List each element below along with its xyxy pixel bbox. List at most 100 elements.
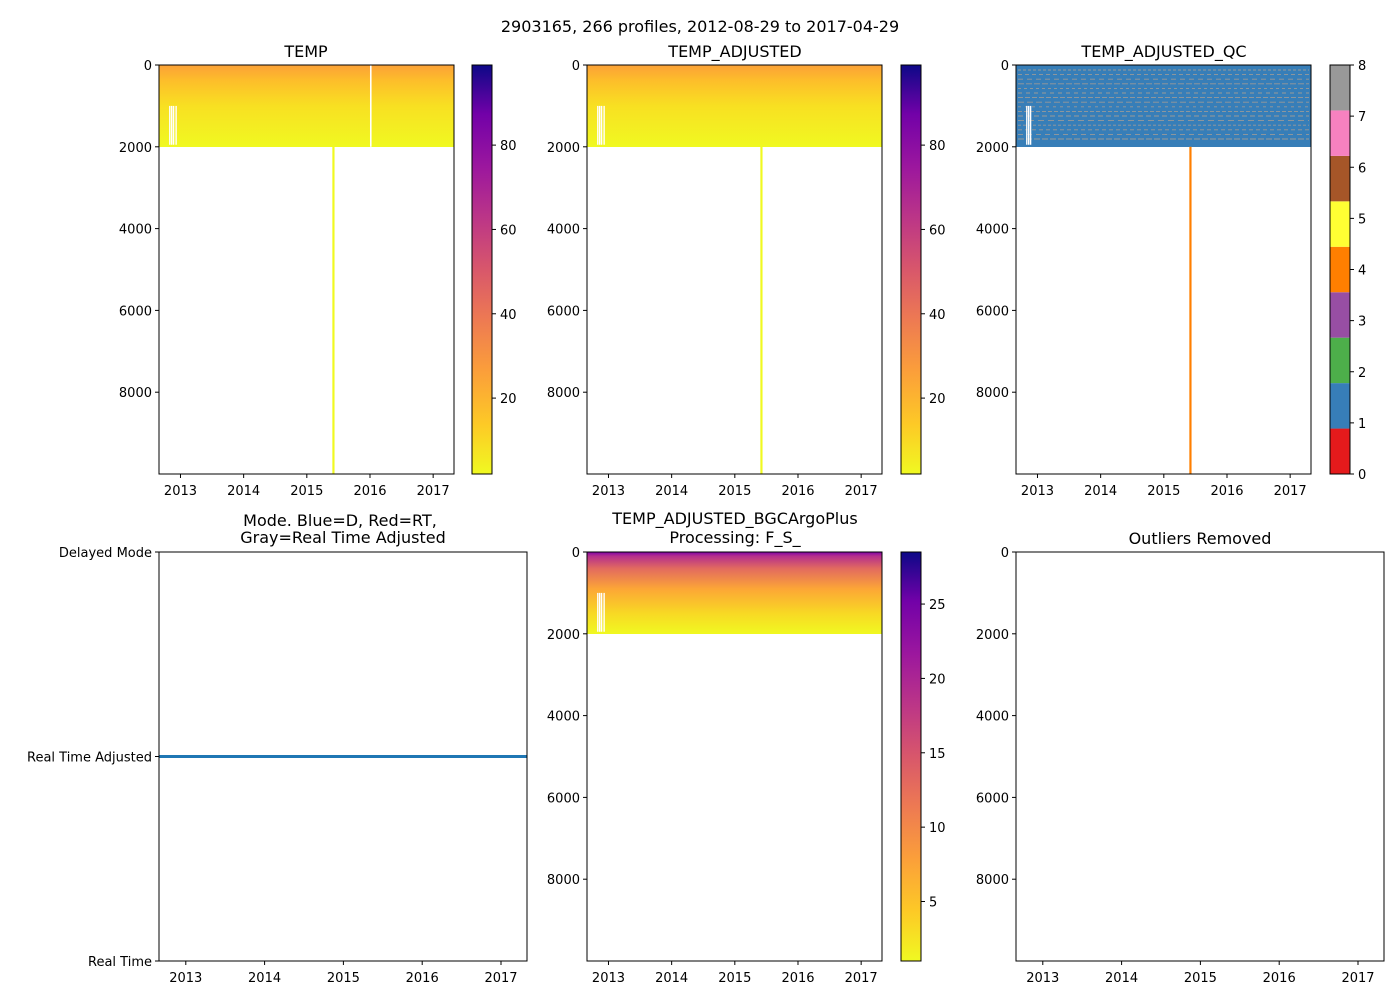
x-tick-label: 2014 (248, 971, 281, 986)
panel-title-bgc-line1: TEMP_ADJUSTED_BGCArgoPlus (611, 509, 857, 529)
panel-title-temp: TEMP (283, 42, 328, 61)
profile-gap (600, 592, 603, 632)
colorbar-tick-label: 6 (1358, 161, 1366, 176)
panel-title-bgc-line2: Processing: F_S_ (669, 528, 801, 548)
plot-area-temp-adjusted: 2013 2014 2015 2016 2017 0 2000 4000 6000 8000 (547, 59, 883, 499)
colorbar-tick-label: 4 (1358, 264, 1366, 279)
x-tick-label: 2015 (1184, 971, 1217, 986)
x-tick-label: 2017 (417, 484, 450, 499)
x-tick-label: 2017 (484, 971, 517, 986)
x-tick-label: 2013 (164, 484, 197, 499)
x-tick-label: 2015 (718, 971, 751, 986)
x-tick-label: 2017 (1274, 484, 1307, 499)
colorbar-tick-label: 40 (500, 308, 517, 323)
profile-gap (1028, 105, 1030, 145)
profile-gap (169, 105, 171, 145)
x-tick-label: 2015 (327, 971, 360, 986)
colorbar-tick-label: 15 (929, 747, 946, 762)
x-tick-label: 2016 (1263, 971, 1296, 986)
y-tick-label: 2000 (119, 141, 152, 156)
x-tick-label: 2013 (1026, 971, 1059, 986)
y-tick-label: 2000 (976, 141, 1009, 156)
colorbar-tick-label: 20 (929, 392, 946, 407)
colorbar-temp: 20 40 60 80 (471, 64, 517, 475)
profile-gap (597, 592, 599, 632)
x-tick-label: 2014 (655, 484, 688, 499)
profile-gap (599, 592, 601, 632)
deep-profile-mark (332, 146, 335, 475)
heatmap-field (587, 65, 882, 147)
profile-gap (603, 105, 605, 145)
x-tick-label: 2014 (1105, 971, 1138, 986)
profile-gap (597, 105, 599, 145)
x-tick-label: 2016 (353, 484, 386, 499)
profile-gap (172, 105, 175, 145)
y-tick-label: 6000 (547, 304, 580, 319)
y-tick-label: 4000 (547, 223, 580, 238)
y-tick-label: 2000 (976, 628, 1009, 643)
colorbar-class (1330, 110, 1350, 156)
y-tick-label: 6000 (119, 304, 152, 319)
profile-gap (599, 105, 601, 145)
y-tick-label: 8000 (547, 386, 580, 401)
colorbar-tick-label: 0 (1358, 468, 1366, 483)
y-tick-label: 8000 (547, 873, 580, 888)
colorbar-class (1330, 428, 1350, 474)
x-tick-label: 2015 (290, 484, 323, 499)
y-tick-label: 2000 (547, 628, 580, 643)
colorbar-tick-label: 3 (1358, 315, 1366, 330)
colorbar-tick-label: 7 (1358, 110, 1366, 125)
axes-frame (1015, 551, 1385, 962)
y-tick-label: 6000 (976, 304, 1009, 319)
y-tick-label: 8000 (119, 386, 152, 401)
x-tick-label: 2017 (1341, 971, 1374, 986)
profile-gap (603, 592, 605, 632)
colorbar-tick-label: 80 (500, 139, 517, 154)
x-tick-label: 2014 (1084, 484, 1117, 499)
colorbar-tick-label: 10 (929, 821, 946, 836)
profile-gap (369, 65, 372, 147)
y-tick-label: 8000 (976, 386, 1009, 401)
profile-gap (175, 105, 177, 145)
colorbar-class (1330, 292, 1350, 338)
figure-title: 2903165, 266 profiles, 2012-08-29 to 201… (501, 17, 899, 36)
colorbar-tick-label: 60 (500, 223, 517, 238)
y-tick-label: 0 (572, 59, 580, 74)
colorbar-class (1330, 155, 1350, 202)
colorbar-class (1330, 383, 1350, 429)
colorbar-tick-label: 5 (929, 896, 937, 911)
y-tick-label: 6000 (976, 791, 1009, 806)
colorbar-tick-label: 80 (929, 139, 946, 154)
profile-gap (1026, 105, 1028, 145)
x-tick-label: 2014 (655, 971, 688, 986)
heatmap-field (159, 65, 454, 147)
qc-field (1016, 65, 1311, 147)
x-tick-label: 2016 (781, 484, 814, 499)
colorbar-tick-label: 8 (1358, 59, 1366, 74)
heatmap-field (587, 552, 882, 634)
plot-area-temp: 2013 2014 2015 2016 2017 0 2000 4000 6000 8000 (119, 59, 455, 499)
panel-title-outliers: Outliers Removed (1129, 529, 1272, 548)
x-tick-label: 2016 (781, 971, 814, 986)
profile-gap (1029, 105, 1032, 145)
colorbar-class (1330, 65, 1350, 111)
panel-title-mode-line2: Gray=Real Time Adjusted (240, 528, 446, 547)
colorbar-tick-label: 20 (929, 672, 946, 687)
colorbar-tick-label: 2 (1358, 366, 1366, 381)
plot-area-mode: 2013 2014 2015 2016 2017 Delayed Mode Real Ti… (27, 546, 528, 986)
panel-outliers: Outliers Removed 2013 2014 2015 2016 2017 02… (976, 529, 1385, 986)
x-tick-label: 2015 (1147, 484, 1180, 499)
plot-area-temp-adjusted-qc: 2013 2014 2015 2016 2017 0 2000 4000 6000 8000 (976, 59, 1312, 499)
colorbar-gradient (900, 551, 922, 962)
y-tick-label: 0 (1001, 59, 1009, 74)
panel-temp-adjusted: TEMP_ADJUSTED 2013 2014 2015 2016 2017 0 2000… (547, 42, 946, 499)
deep-profile-mark (1189, 146, 1192, 475)
plot-area-bgcargoplus: 2013 2014 2015 2016 2017 0 2000 4000 6000 8000 (547, 546, 883, 986)
panel-temp: TEMP 2013 2014 2015 2016 2017 0 2000 4000 6000 8… (119, 42, 517, 499)
panel-title-mode-line1: Mode. Blue=D, Red=RT, (243, 511, 437, 530)
x-tick-label: 2016 (406, 971, 439, 986)
y-tick-label: 4000 (119, 223, 152, 238)
x-tick-label: 2017 (845, 971, 878, 986)
colorbar-tick-label: 40 (929, 308, 946, 323)
